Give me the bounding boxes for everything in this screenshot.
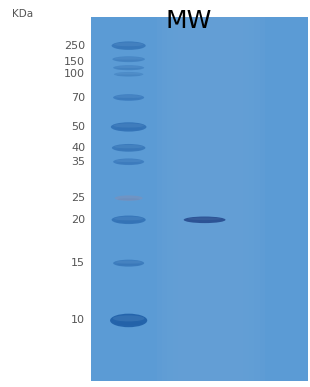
Bar	[173, 17, 249, 381]
Bar	[162, 17, 260, 381]
Text: 35: 35	[71, 157, 85, 167]
Ellipse shape	[117, 196, 140, 199]
Ellipse shape	[115, 220, 142, 223]
Text: 100: 100	[64, 69, 85, 79]
Bar	[91, 17, 308, 381]
Ellipse shape	[115, 148, 142, 151]
Ellipse shape	[115, 195, 143, 201]
Ellipse shape	[116, 263, 141, 266]
Text: 10: 10	[71, 315, 85, 325]
Ellipse shape	[113, 94, 144, 101]
Text: 50: 50	[71, 122, 85, 132]
Ellipse shape	[117, 74, 140, 76]
Ellipse shape	[113, 65, 144, 70]
Text: 40: 40	[71, 143, 85, 153]
Text: 70: 70	[71, 92, 85, 103]
Ellipse shape	[116, 260, 142, 264]
Ellipse shape	[111, 122, 146, 132]
Ellipse shape	[114, 145, 143, 148]
Ellipse shape	[116, 159, 142, 162]
Ellipse shape	[112, 41, 146, 50]
Bar	[157, 17, 265, 381]
Ellipse shape	[117, 198, 140, 200]
Ellipse shape	[113, 260, 144, 267]
Ellipse shape	[184, 217, 226, 223]
Bar	[178, 17, 243, 381]
Ellipse shape	[114, 127, 143, 130]
Bar	[184, 17, 238, 381]
Ellipse shape	[114, 72, 143, 77]
Ellipse shape	[116, 162, 141, 164]
Text: 250: 250	[64, 41, 85, 51]
Ellipse shape	[113, 315, 144, 322]
Ellipse shape	[116, 98, 141, 100]
Text: 15: 15	[71, 258, 85, 268]
Text: 150: 150	[64, 57, 85, 67]
Text: 20: 20	[71, 215, 85, 225]
Ellipse shape	[115, 57, 143, 60]
Ellipse shape	[114, 321, 144, 325]
Ellipse shape	[112, 57, 145, 62]
Ellipse shape	[115, 46, 142, 49]
Ellipse shape	[116, 66, 142, 68]
Ellipse shape	[112, 144, 145, 152]
Ellipse shape	[110, 313, 147, 327]
Text: MW: MW	[166, 9, 212, 33]
Text: 25: 25	[71, 193, 85, 203]
Ellipse shape	[113, 123, 144, 128]
Text: KDa: KDa	[12, 9, 33, 19]
Ellipse shape	[116, 95, 142, 98]
Ellipse shape	[116, 59, 142, 62]
Ellipse shape	[112, 216, 146, 224]
Ellipse shape	[116, 73, 141, 75]
Ellipse shape	[114, 43, 143, 46]
Ellipse shape	[114, 217, 143, 221]
Ellipse shape	[113, 159, 144, 165]
Bar	[167, 17, 254, 381]
Ellipse shape	[188, 217, 221, 220]
Ellipse shape	[116, 68, 141, 70]
